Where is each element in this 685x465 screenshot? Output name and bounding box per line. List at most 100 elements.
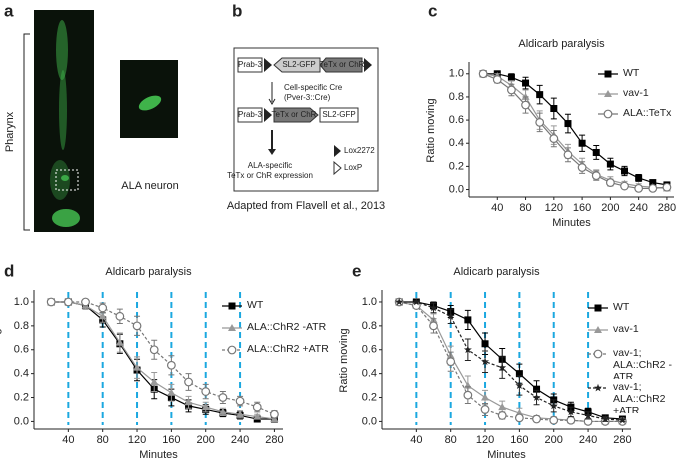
marker (63, 297, 73, 307)
marker (618, 416, 627, 424)
marker (218, 407, 227, 415)
y-tick-label: 0.8 (362, 320, 377, 332)
panel-label: a (4, 1, 14, 20)
promoter (237, 107, 263, 123)
legend-marker (228, 302, 236, 310)
y-tick-label: 0.6 (14, 344, 29, 356)
marker (536, 91, 544, 99)
marker (601, 414, 610, 423)
x-tick-label: 120 (545, 202, 563, 214)
x-axis-label: Minutes (552, 217, 591, 229)
marker (235, 396, 245, 406)
marker (478, 69, 488, 79)
marker (166, 360, 176, 370)
panel-label: e (352, 261, 361, 280)
marker (446, 357, 456, 367)
marker (577, 163, 587, 172)
y-tick-label: 0.2 (449, 160, 464, 172)
marker (535, 117, 545, 127)
cassette-label: SL2-GFP (322, 110, 355, 119)
legend-marker (603, 109, 613, 119)
legend-label: WT (613, 301, 630, 313)
marker (507, 73, 515, 81)
x-tick-label: 40 (62, 434, 74, 446)
marker (464, 316, 472, 324)
marker (446, 312, 455, 320)
marker (515, 381, 524, 389)
legend-label: vav-1; ALA::ChR2 -ATR (613, 347, 672, 379)
y-tick-label: 1.0 (449, 68, 464, 80)
marker (481, 357, 490, 366)
promoter (237, 57, 263, 73)
legend-marker (604, 90, 612, 97)
y-tick-label: 0.8 (14, 320, 29, 332)
marker (184, 377, 193, 387)
key-label: Lox2272 (344, 146, 375, 155)
x-tick-label: 40 (410, 434, 422, 446)
legend-label: ALA::ChR2 +ATR (247, 343, 329, 355)
marker (620, 181, 629, 191)
marker (564, 120, 572, 128)
x-tick-label: 160 (573, 202, 591, 214)
x-axis-label: Minutes (487, 449, 526, 461)
marker (98, 303, 108, 313)
legend-entry: WT (623, 67, 639, 79)
marker (429, 303, 438, 312)
step-detail: (Pver-3::Cre) (284, 93, 331, 102)
y-tick-label: 0.0 (362, 415, 377, 427)
y-tick-label: 0.4 (449, 137, 464, 149)
x-tick-label: 280 (265, 434, 283, 446)
x-tick-label: 160 (510, 434, 528, 446)
panel-label: d (4, 261, 14, 280)
marker (662, 182, 672, 192)
x-tick-label: 120 (476, 434, 494, 446)
marker (395, 297, 404, 306)
y-tick-label: 1.0 (362, 296, 377, 308)
chart-title: Aldicarb paralysis (453, 266, 540, 278)
legend-label: vav-1 (623, 87, 649, 99)
marker (549, 415, 559, 425)
marker (578, 139, 586, 147)
x-tick-label: 160 (162, 434, 180, 446)
y-tick-label: 0.4 (14, 368, 29, 380)
marker (621, 167, 629, 175)
fluorescence (50, 20, 80, 227)
marker (515, 370, 523, 378)
marker (46, 297, 56, 307)
marker (521, 100, 530, 110)
legend-marker (228, 324, 236, 331)
legend-entry: WT (613, 301, 630, 313)
inset-label: ALA neuron (121, 180, 179, 192)
x-tick-label: 80 (445, 434, 457, 446)
step-label: Cell-specific Cre (284, 83, 343, 92)
x-tick-label: 80 (97, 434, 109, 446)
cassette-label: SL2-GFP (282, 60, 315, 69)
marker (498, 403, 507, 411)
y-axis-label: Ratio moving (0, 328, 2, 392)
marker (549, 401, 558, 410)
marker (115, 311, 125, 321)
legend-label: ALA::TeTx (623, 107, 672, 119)
y-tick-label: 0.6 (362, 344, 377, 356)
marker (236, 410, 245, 418)
marker (563, 150, 573, 160)
y-tick-label: 0.2 (14, 391, 29, 403)
x-tick-label: 280 (658, 202, 676, 214)
y-tick-label: 0.6 (449, 114, 464, 126)
marker (133, 363, 142, 371)
cassette (273, 57, 321, 73)
x-axis-label: Minutes (139, 449, 178, 461)
neuron (138, 95, 162, 111)
x-tick-label: 40 (491, 202, 503, 214)
y-tick-label: 0.4 (362, 368, 377, 380)
x-tick-label: 240 (629, 202, 647, 214)
step-label: ALA-specific (248, 161, 292, 170)
step-label: TeTx or ChR expression (227, 171, 313, 180)
marker (149, 345, 159, 355)
legend-marker (604, 70, 612, 78)
x-tick-label: 200 (197, 434, 215, 446)
marker (98, 312, 107, 320)
x-tick-label: 280 (613, 434, 631, 446)
cassette (319, 107, 359, 123)
